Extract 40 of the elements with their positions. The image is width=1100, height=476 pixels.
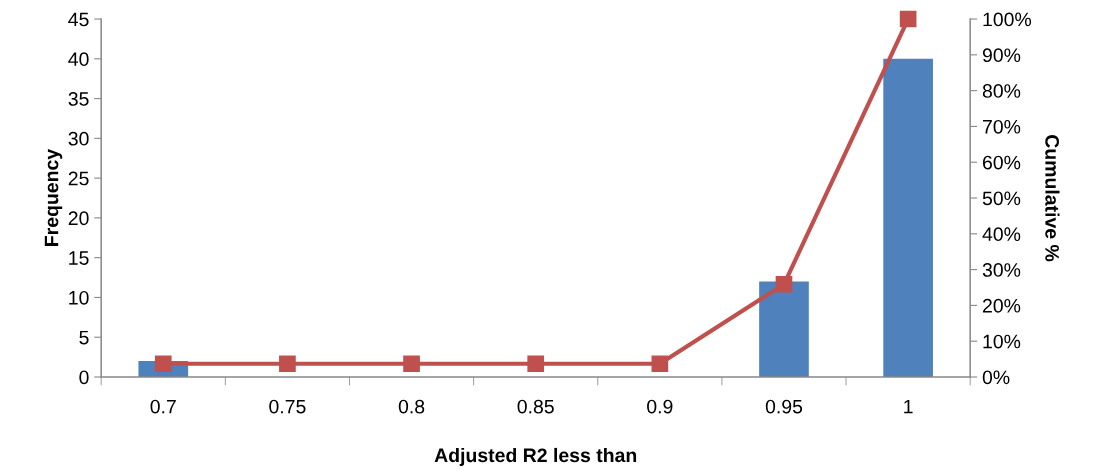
y2-tick-label: 60% <box>982 155 1021 170</box>
y-tick-label: 5 <box>79 330 89 345</box>
x-axis-title: Adjusted R2 less than <box>434 447 637 467</box>
y2-tick-label: 10% <box>983 334 1021 349</box>
x-tick-label: 0.8 <box>398 399 425 414</box>
y2-tick-label: 80% <box>982 84 1021 98</box>
y2-tick-label: 40% <box>982 227 1021 242</box>
y-tick-label: 20 <box>68 211 89 226</box>
y2-tick-label: 90% <box>982 48 1021 63</box>
y-tick-label: 45 <box>68 12 89 27</box>
y2-tick-label: 20% <box>982 298 1021 313</box>
y2-tick-label: 30% <box>982 263 1021 277</box>
y2-tick-label: 50% <box>982 191 1021 206</box>
point <box>527 355 545 373</box>
y-tick-label: 30 <box>68 131 89 146</box>
y-axis-title: Frequency <box>44 148 63 246</box>
point <box>403 355 420 373</box>
y-tick-label: 40 <box>68 52 89 67</box>
x-tick-label: 0.75 <box>269 399 306 414</box>
x-tick-label: 1 <box>904 399 913 414</box>
point <box>651 355 669 373</box>
bar <box>759 281 809 377</box>
x-tick-label: 0.7 <box>150 399 176 414</box>
y-tick-label: 35 <box>68 92 89 106</box>
x-tick-label: 0.9 <box>647 399 673 414</box>
y2-tick-label: 100% <box>983 12 1032 27</box>
y-tick-label: 15 <box>69 251 89 265</box>
x-tick-label: 0.95 <box>765 399 803 414</box>
y-tick-label: 0 <box>79 370 89 385</box>
y-tick-label: 25 <box>68 171 89 186</box>
point <box>154 355 172 373</box>
point <box>899 10 917 28</box>
bar <box>883 58 933 377</box>
y2-tick-label: 0% <box>982 370 1010 385</box>
point <box>775 275 793 293</box>
x-tick-label: 0.85 <box>517 399 554 414</box>
y2-tick-label: 70% <box>983 119 1021 134</box>
point <box>279 355 296 373</box>
y2-axis-title: Cumulative % <box>1045 135 1060 262</box>
y-tick-label: 10 <box>69 290 89 305</box>
